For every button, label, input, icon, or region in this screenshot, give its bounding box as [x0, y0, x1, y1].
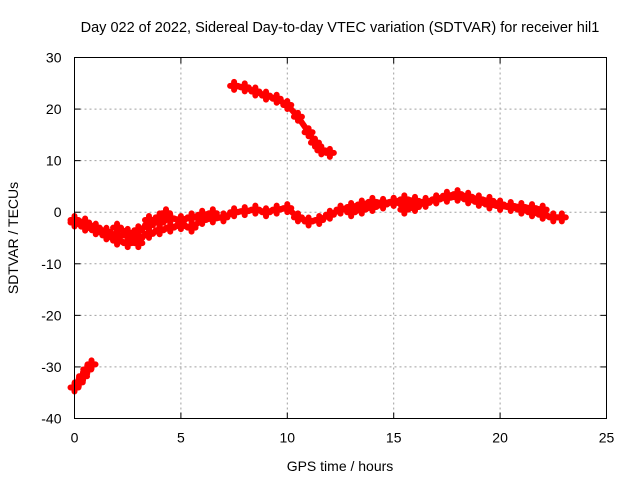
x-tick-label: 0: [71, 430, 79, 446]
y-tick-label: -40: [41, 411, 61, 427]
data-point: [525, 201, 540, 216]
data-point: [503, 199, 518, 214]
data-point: [163, 211, 178, 226]
data-point: [418, 194, 433, 209]
x-tick-label: 25: [599, 430, 615, 446]
y-tick-label: 10: [46, 153, 62, 169]
data-point: [248, 202, 263, 217]
data-point: [269, 91, 284, 106]
x-tick-label: 5: [177, 430, 185, 446]
data-point: [439, 188, 454, 203]
data-point: [76, 369, 91, 384]
series-short-arc-f: [397, 187, 508, 217]
data-point: [322, 145, 337, 160]
series-short-arc-d: [141, 206, 220, 230]
data-point: [290, 210, 305, 225]
y-axis-label: SDTVAR / TECUs: [5, 182, 21, 294]
data-point: [227, 78, 242, 93]
data-point: [259, 88, 274, 103]
data-point: [131, 223, 146, 238]
data-point: [429, 192, 444, 207]
data-point: [84, 357, 99, 372]
data-point: [184, 220, 199, 235]
data-point: [407, 200, 422, 215]
series-short-arc-e: [344, 192, 422, 220]
data-point: [333, 202, 348, 217]
data-point: [354, 202, 369, 217]
data-point: [307, 135, 322, 150]
data-point: [205, 206, 220, 221]
data-point: [554, 210, 569, 225]
data-point: [301, 214, 316, 229]
x-tick-label: 20: [492, 430, 508, 446]
data-point: [514, 200, 529, 215]
data-point: [386, 194, 401, 209]
data-point: [110, 220, 125, 235]
x-tick-label: 15: [386, 430, 402, 446]
data-point: [120, 228, 135, 243]
data-point: [365, 200, 380, 215]
data-point: [269, 202, 284, 217]
data-point: [376, 197, 391, 212]
data-point: [216, 210, 231, 225]
data-point: [471, 192, 486, 207]
data-point: [131, 236, 146, 251]
data-point: [227, 205, 242, 220]
data-point: [450, 187, 465, 202]
grid-lines: [74, 57, 607, 419]
data-point: [314, 143, 329, 158]
data-point: [78, 215, 93, 230]
data-point: [397, 192, 412, 207]
data-point: [461, 189, 476, 204]
plot-frame: [74, 57, 607, 419]
data-point: [99, 224, 114, 239]
y-tick-label: -30: [41, 359, 61, 375]
data-point: [482, 193, 497, 208]
data-point: [397, 202, 412, 217]
data-point: [535, 202, 550, 217]
data-point: [184, 210, 199, 225]
data-point: [141, 212, 156, 227]
x-tick-label: 10: [280, 430, 296, 446]
data-point: [173, 212, 188, 227]
y-tick-label: 20: [46, 101, 62, 117]
data-point: [195, 207, 210, 222]
data-series: [67, 78, 569, 395]
data-point: [88, 220, 103, 235]
data-point: [248, 84, 263, 99]
data-point: [301, 125, 316, 140]
data-point: [290, 109, 305, 124]
data-point: [344, 205, 359, 220]
chart-title: Day 022 of 2022, Sidereal Day-to-day VTE…: [81, 20, 600, 36]
y-tick-label: 0: [54, 204, 62, 220]
data-point: [280, 201, 295, 216]
data-point: [259, 205, 274, 220]
data-point: [152, 215, 167, 230]
data-point: [237, 204, 252, 219]
y-tick-label: -20: [41, 307, 61, 323]
data-point: [312, 212, 327, 227]
x-axis-label: GPS time / hours: [287, 458, 394, 474]
data-point: [493, 197, 508, 212]
data-point: [237, 80, 252, 95]
series-short-arc-g: [503, 199, 550, 217]
y-tick-label: 30: [46, 50, 62, 66]
data-point: [280, 97, 295, 112]
y-tick-label: -10: [41, 256, 61, 272]
data-point: [322, 207, 337, 222]
series-high-arc: [227, 78, 337, 160]
